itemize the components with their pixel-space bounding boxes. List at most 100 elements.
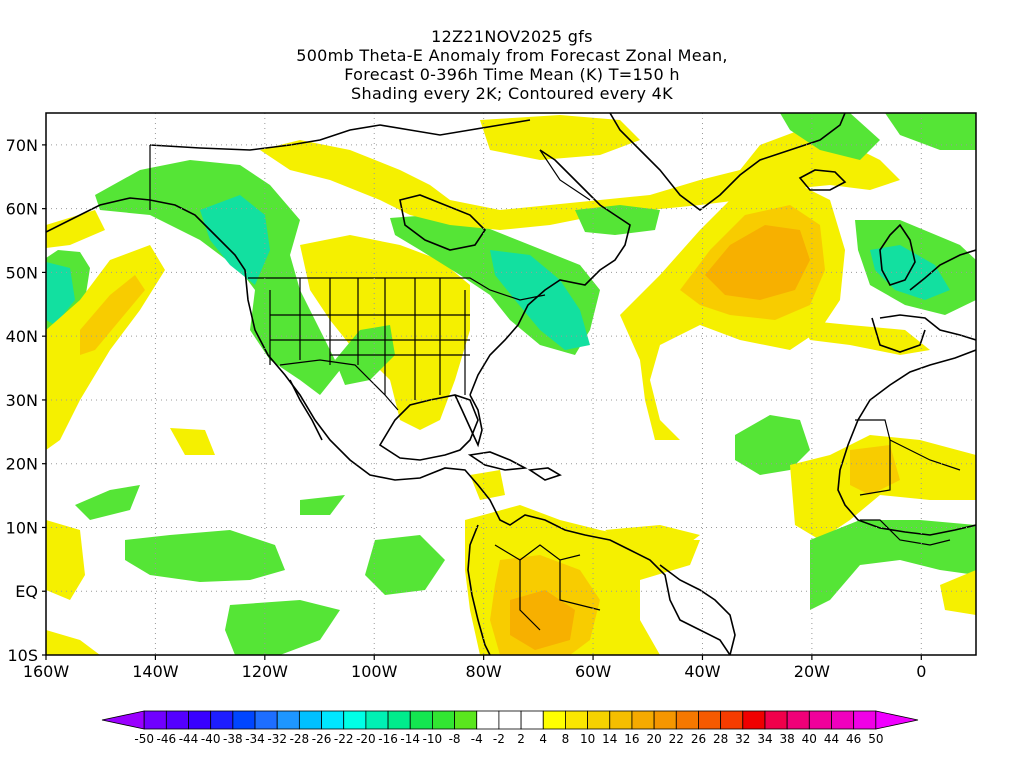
longitude-axis: 160W 140W 120W 100W 80W 60W 40W 20W 0 xyxy=(23,655,926,681)
coastlines xyxy=(46,113,976,655)
anomaly-region-teal xyxy=(46,262,75,325)
hispaniola xyxy=(527,467,562,481)
lon-tick-label: 60W xyxy=(575,662,611,681)
lon-tick-label: 100W xyxy=(351,662,398,681)
colorbar-swatch xyxy=(210,710,234,730)
colorbar-label: 20 xyxy=(646,732,661,746)
anomaly-region-gold xyxy=(850,445,900,495)
lat-tick-label: 50N xyxy=(6,263,38,282)
anomaly-region-green xyxy=(810,520,976,610)
colorbar-label: -10 xyxy=(423,732,443,746)
east-coast xyxy=(469,149,631,396)
colorbar-label: -26 xyxy=(312,732,332,746)
anomaly-region-yellow xyxy=(480,115,640,160)
colorbar-label: -46 xyxy=(157,732,177,746)
colorbar-swatch xyxy=(409,710,433,730)
anomaly-region-yellow xyxy=(940,570,976,615)
colorbar-label: -2 xyxy=(493,732,505,746)
colorbar-swatch xyxy=(853,710,877,730)
colorbar-swatch xyxy=(232,710,256,730)
colorbar-swatch xyxy=(188,710,212,730)
florida xyxy=(454,394,483,448)
anomaly-region-yellow xyxy=(800,320,930,355)
cuba xyxy=(467,451,528,471)
anomaly-region-yellow xyxy=(170,428,215,455)
colorbar-swatch xyxy=(498,710,522,730)
colorbar-label: 26 xyxy=(691,732,706,746)
colorbar-swatch xyxy=(609,710,633,730)
title-line-1: 12Z21NOV2025 gfs xyxy=(431,27,593,46)
colorbar-label: -34 xyxy=(245,732,265,746)
anomaly-region-gold xyxy=(80,275,145,355)
colorbar-swatch xyxy=(808,710,832,730)
colorbar-swatch xyxy=(653,710,677,730)
arctic-coast xyxy=(149,119,531,151)
colorbar-label: -14 xyxy=(400,732,420,746)
anomaly-region-green xyxy=(95,160,340,395)
anomaly-region-yellow xyxy=(46,210,105,248)
south-america-borders xyxy=(494,544,601,631)
colorbar-label: -4 xyxy=(471,732,483,746)
baja-california xyxy=(289,379,323,441)
africa-coast xyxy=(837,349,976,536)
colorbar-label: 46 xyxy=(846,732,861,746)
colorbar-label: -40 xyxy=(201,732,221,746)
lon-tick-label: 120W xyxy=(242,662,289,681)
colorbar-label: -32 xyxy=(267,732,287,746)
anomaly-region-orange xyxy=(510,590,575,650)
political-boundaries xyxy=(149,145,961,631)
lon-tick-label: 140W xyxy=(132,662,179,681)
anomaly-region-green xyxy=(575,205,660,235)
europe-coast xyxy=(879,249,976,341)
colorbar-swatch xyxy=(321,710,345,730)
africa-borders xyxy=(855,419,961,546)
colorbar-label: 38 xyxy=(780,732,795,746)
colorbar-label: -8 xyxy=(449,732,461,746)
anomaly-region-green xyxy=(75,485,140,520)
colorbar: -50 -46 -44 -40 -38 -34 -32 -28 -26 -22 -20 -16 -14-… xyxy=(101,710,919,746)
colorbar-swatch xyxy=(143,710,167,730)
anomaly-region-green xyxy=(365,535,445,595)
colorbar-swatch xyxy=(276,710,300,730)
colorbar-label: 34 xyxy=(757,732,772,746)
lat-tick-label: EQ xyxy=(15,582,38,601)
us-canada-border xyxy=(248,277,546,301)
anomaly-region-green xyxy=(300,495,345,515)
colorbar-label: 40 xyxy=(802,732,817,746)
lon-tick-label: 40W xyxy=(684,662,720,681)
anomaly-region-green xyxy=(125,530,285,582)
anomaly-region-yellow xyxy=(46,630,100,655)
colorbar-label: -50 xyxy=(134,732,154,746)
gulf-coast xyxy=(378,394,479,461)
lat-tick-label: 30N xyxy=(6,391,38,410)
lat-tick-label: 20N xyxy=(6,455,38,474)
map-frame xyxy=(45,112,977,656)
colorbar-swatch xyxy=(831,710,855,730)
colorbar-label: 2 xyxy=(517,732,525,746)
lon-tick-label: 20W xyxy=(794,662,830,681)
colorbar-swatch xyxy=(298,710,322,730)
colorbar-swatch xyxy=(764,710,788,730)
north-america-coast xyxy=(46,197,731,655)
colorbar-label: 44 xyxy=(824,732,839,746)
colorbar-swatch xyxy=(698,710,722,730)
british-isles xyxy=(879,223,916,286)
colorbar-label: 8 xyxy=(562,732,570,746)
colorbar-swatch xyxy=(454,710,478,730)
south-america-coast xyxy=(467,524,736,655)
anomaly-region-teal xyxy=(490,250,590,350)
title-line-4: Shading every 2K; Contoured every 4K xyxy=(351,84,673,103)
colorbar-label: 16 xyxy=(624,732,639,746)
colorbar-label: 4 xyxy=(539,732,547,746)
shaded-field xyxy=(46,113,976,655)
lat-tick-label: 40N xyxy=(6,327,38,346)
colorbar-swatch xyxy=(520,710,544,730)
anomaly-region-teal xyxy=(200,195,270,285)
iceland xyxy=(798,169,847,191)
colorbar-swatch xyxy=(720,710,744,730)
anomaly-region-green xyxy=(225,600,340,655)
lon-tick-label: 80W xyxy=(466,662,502,681)
us-state-lines xyxy=(269,278,470,400)
colorbar-label: 14 xyxy=(602,732,617,746)
colorbar-label: 28 xyxy=(713,732,728,746)
